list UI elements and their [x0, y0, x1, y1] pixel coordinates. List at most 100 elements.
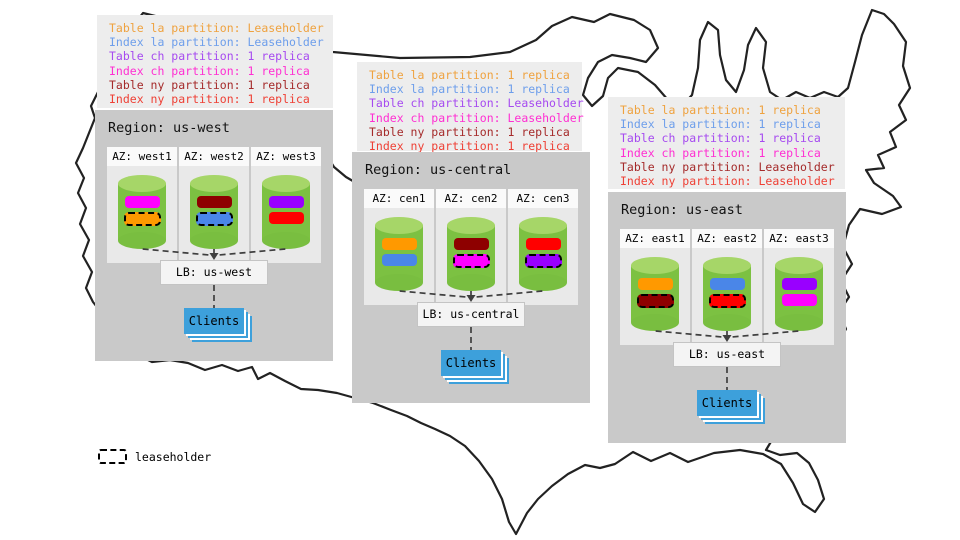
partition-status-line: Index ch partition: 1 replica — [620, 145, 821, 160]
partition-status-line: Table ny partition: 1 replica — [109, 77, 310, 92]
clients-box-us-west: Clients — [184, 308, 244, 334]
db-cylinder-icon — [118, 175, 166, 249]
partition-bar-table-la-leaseholder — [123, 212, 161, 226]
partition-bar-table-ch-leaseholder — [524, 254, 562, 268]
db-cylinder-body — [118, 183, 166, 240]
partition-bar-index-la — [709, 278, 745, 290]
db-cylinder-icon — [775, 257, 823, 331]
partition-bars — [375, 238, 423, 266]
partition-bars — [118, 196, 166, 226]
partition-status-line: Table ch partition: 1 replica — [109, 49, 310, 64]
az-header-label: AZ: cen3 — [508, 189, 578, 208]
region-box-us-west: Region: us-west AZ: west1 AZ: west2 AZ: wes… — [95, 110, 333, 361]
region-box-us-east: Region: us-east AZ: east1 AZ: east2 AZ: eas… — [608, 192, 846, 443]
db-cylinder-icon — [190, 175, 238, 249]
region-title: Region: us-east — [621, 202, 743, 218]
az-header-label: AZ: west3 — [251, 147, 321, 166]
partition-bar-index-la — [381, 254, 417, 266]
db-cylinder-body — [519, 225, 567, 282]
db-cylinder-icon — [519, 217, 567, 291]
db-cylinder-body — [703, 265, 751, 322]
partition-bars — [190, 196, 238, 226]
partition-bar-table-la — [637, 278, 673, 290]
az-header-label: AZ: west2 — [179, 147, 249, 166]
partition-status-line: Table la partition: 1 replica — [369, 68, 570, 82]
db-cylinder-top — [447, 217, 495, 234]
az-column-east3: AZ: east3 — [764, 229, 834, 345]
az-panel: AZ: cen1 AZ: cen2 AZ: cen3 — [364, 189, 578, 305]
db-cylinder-icon — [375, 217, 423, 291]
az-column-east2: AZ: east2 — [692, 229, 762, 345]
db-cylinder-bottom — [775, 314, 823, 331]
db-cylinder-top — [703, 257, 751, 274]
partition-bar-index-ch-leaseholder — [452, 254, 490, 268]
db-cylinder-icon — [447, 217, 495, 291]
partition-bar-table-ny — [453, 238, 489, 250]
az-column-west1: AZ: west1 — [107, 147, 177, 263]
partition-bar-table-ch — [268, 196, 304, 208]
partition-bars — [519, 238, 567, 268]
az-header-label: AZ: east1 — [620, 229, 690, 248]
region-title: Region: us-central — [365, 162, 512, 178]
db-cylinder-body — [775, 265, 823, 322]
db-cylinder-body — [631, 265, 679, 322]
db-cylinder-bottom — [118, 232, 166, 249]
partition-status-line: Table la partition: 1 replica — [620, 103, 821, 117]
az-panel: AZ: east1 AZ: east2 AZ: east3 — [620, 229, 834, 345]
lb-box-us-central: LB: us-central — [417, 302, 525, 327]
leaseholder-swatch-icon — [98, 449, 127, 464]
partition-bar-index-ny — [525, 238, 561, 250]
db-cylinder-icon — [262, 175, 310, 249]
db-cylinder-top — [375, 217, 423, 234]
az-header-label: AZ: east2 — [692, 229, 762, 248]
partition-bar-index-ny-leaseholder — [708, 294, 746, 308]
partition-status-line: Index ny partition: 1 replica — [109, 92, 310, 107]
partition-status-block-us-central: Table la partition: 1 replica Index la pa… — [357, 62, 584, 154]
partition-status-line: Table ch partition: 1 replica — [620, 131, 821, 146]
db-cylinder-bottom — [447, 274, 495, 291]
db-cylinder-body — [262, 183, 310, 240]
db-cylinder-body — [375, 225, 423, 282]
leaseholder-legend-label: leaseholder — [135, 449, 212, 464]
db-cylinder-top — [262, 175, 310, 192]
partition-bars — [703, 278, 751, 308]
lb-box-us-west: LB: us-west — [160, 260, 268, 285]
leaseholder-legend: leaseholder — [98, 449, 211, 464]
db-cylinder-body — [447, 225, 495, 282]
db-cylinder-top — [190, 175, 238, 192]
clients-box-us-central: Clients — [441, 350, 501, 376]
partition-bars — [631, 278, 679, 308]
db-cylinder-top — [775, 257, 823, 274]
partition-status-line: Table la partition: Leaseholder — [109, 21, 324, 35]
az-column-cen2: AZ: cen2 — [436, 189, 506, 305]
partition-bar-table-ch — [781, 278, 817, 290]
partition-status-line: Index ny partition: 1 replica — [369, 139, 570, 154]
partition-status-block-us-west: Table la partition: Leaseholder Index la … — [97, 15, 333, 108]
partition-status-line: Index la partition: 1 replica — [369, 82, 570, 97]
db-cylinder-top — [118, 175, 166, 192]
db-cylinder-icon — [703, 257, 751, 331]
partition-bar-index-ch — [781, 294, 817, 306]
partition-bar-index-la-leaseholder — [195, 212, 233, 226]
az-column-west3: AZ: west3 — [251, 147, 321, 263]
az-column-west2: AZ: west2 — [179, 147, 249, 263]
partition-bar-index-ch — [124, 196, 160, 208]
db-cylinder-top — [631, 257, 679, 274]
partition-status-block-us-east: Table la partition: 1 replica Index la pa… — [608, 97, 845, 189]
partition-bar-index-ny — [268, 212, 304, 224]
partition-bars — [775, 278, 823, 306]
db-cylinder-bottom — [519, 274, 567, 291]
partition-status-line: Index la partition: 1 replica — [620, 117, 821, 132]
partition-bar-table-ny-leaseholder — [636, 294, 674, 308]
partition-status-line: Table ny partition: 1 replica — [369, 124, 570, 139]
partition-status-line: Index ch partition: 1 replica — [109, 63, 310, 78]
clients-box-us-east: Clients — [697, 390, 757, 416]
partition-status-line: Table ny partition: Leaseholder — [620, 159, 835, 174]
az-header-label: AZ: cen1 — [364, 189, 434, 208]
az-panel: AZ: west1 AZ: west2 AZ: west3 — [107, 147, 321, 263]
partition-status-line: Index la partition: Leaseholder — [109, 35, 324, 50]
partition-bars — [262, 196, 310, 224]
db-cylinder-icon — [631, 257, 679, 331]
partition-bar-table-ny — [196, 196, 232, 208]
